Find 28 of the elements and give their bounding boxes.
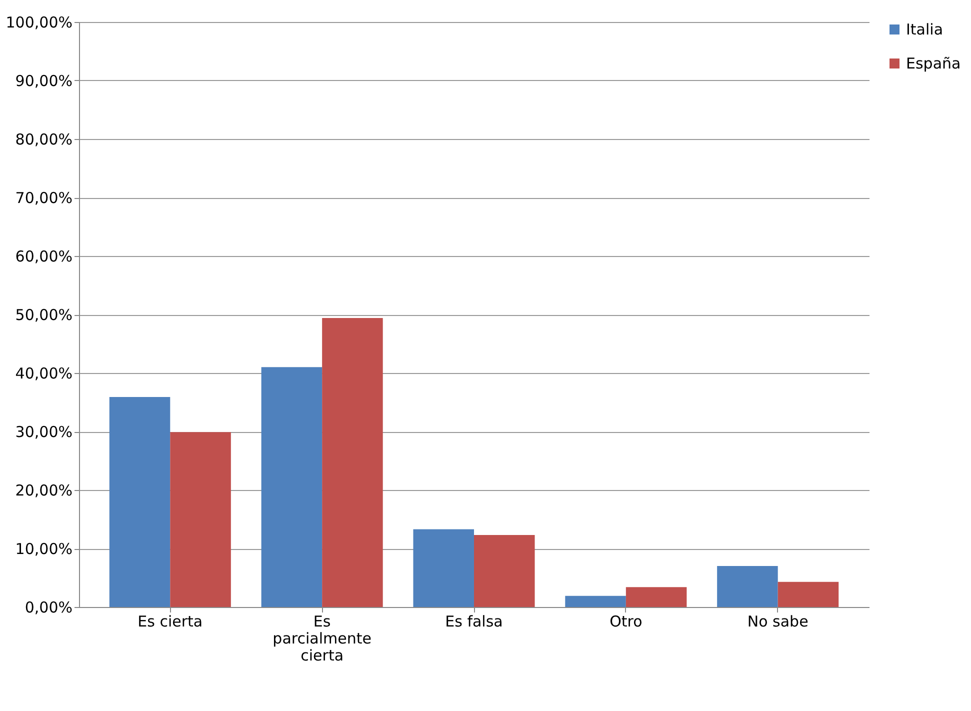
y-tick-label: 10,00% bbox=[15, 540, 72, 558]
bar bbox=[413, 529, 474, 607]
y-tick-label: 90,00% bbox=[15, 72, 72, 90]
y-tick-label: 20,00% bbox=[15, 482, 72, 500]
y-tick-label: 70,00% bbox=[15, 189, 72, 207]
y-tick-label: 50,00% bbox=[15, 306, 72, 324]
bar bbox=[322, 318, 383, 607]
legend-label: Italia bbox=[906, 20, 944, 38]
bar bbox=[717, 566, 778, 607]
bar bbox=[626, 587, 687, 607]
bar bbox=[170, 432, 231, 607]
y-tick-label: 100,00% bbox=[6, 14, 72, 32]
y-tick-label: 40,00% bbox=[15, 364, 72, 382]
x-tick-label: Es falsa bbox=[445, 612, 503, 630]
legend-label: España bbox=[906, 54, 961, 72]
x-tick-label: Es cierta bbox=[138, 612, 203, 630]
bar bbox=[261, 367, 322, 607]
bar bbox=[565, 596, 626, 607]
y-tick-label: 80,00% bbox=[15, 130, 72, 148]
bar bbox=[474, 535, 535, 607]
bar bbox=[778, 582, 839, 607]
y-tick-label: 0,00% bbox=[24, 598, 72, 616]
bar bbox=[109, 396, 170, 607]
y-tick-label: 30,00% bbox=[15, 423, 72, 441]
x-tick-label: Es parcialmente cierta bbox=[272, 612, 372, 664]
x-tick-label: No sabe bbox=[747, 612, 808, 630]
x-tick-label: Otro bbox=[610, 612, 642, 630]
y-tick-label: 60,00% bbox=[15, 248, 72, 266]
